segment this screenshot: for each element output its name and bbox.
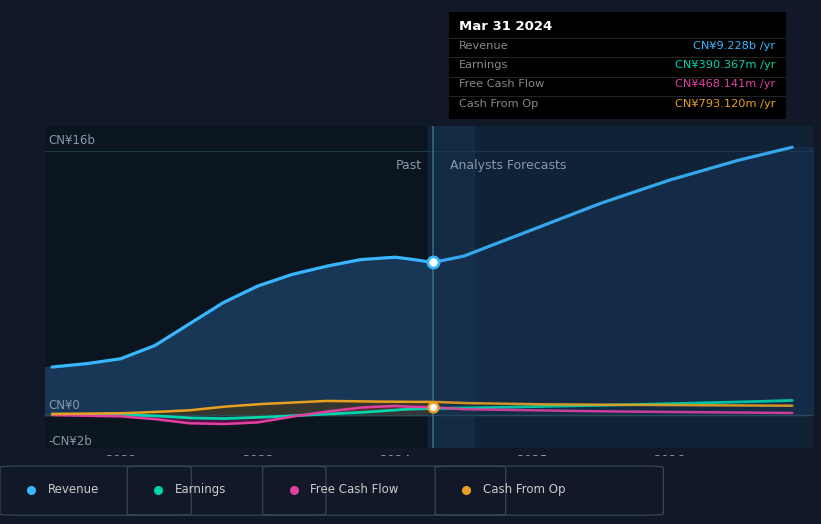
Text: Earnings: Earnings xyxy=(175,484,227,496)
Bar xyxy=(45,126,433,448)
Text: CN¥390.367m /yr: CN¥390.367m /yr xyxy=(675,60,776,70)
Text: Cash From Op: Cash From Op xyxy=(483,484,565,496)
Text: CN¥793.120m /yr: CN¥793.120m /yr xyxy=(675,99,776,108)
Text: Past: Past xyxy=(396,159,422,172)
Text: Free Cash Flow: Free Cash Flow xyxy=(310,484,399,496)
Text: Mar 31 2024: Mar 31 2024 xyxy=(459,19,553,32)
Text: -CN¥2b: -CN¥2b xyxy=(48,435,92,448)
Text: Analysts Forecasts: Analysts Forecasts xyxy=(450,159,566,172)
Text: CN¥9.228b /yr: CN¥9.228b /yr xyxy=(694,41,776,51)
Text: CN¥16b: CN¥16b xyxy=(48,134,94,147)
Text: Free Cash Flow: Free Cash Flow xyxy=(459,79,544,90)
Text: Earnings: Earnings xyxy=(459,60,508,70)
Text: Revenue: Revenue xyxy=(48,484,99,496)
Text: Cash From Op: Cash From Op xyxy=(459,99,539,108)
Bar xyxy=(428,126,475,448)
Text: CN¥468.141m /yr: CN¥468.141m /yr xyxy=(676,79,776,90)
Text: CN¥0: CN¥0 xyxy=(48,399,80,412)
Text: Revenue: Revenue xyxy=(459,41,509,51)
Bar xyxy=(433,126,813,448)
